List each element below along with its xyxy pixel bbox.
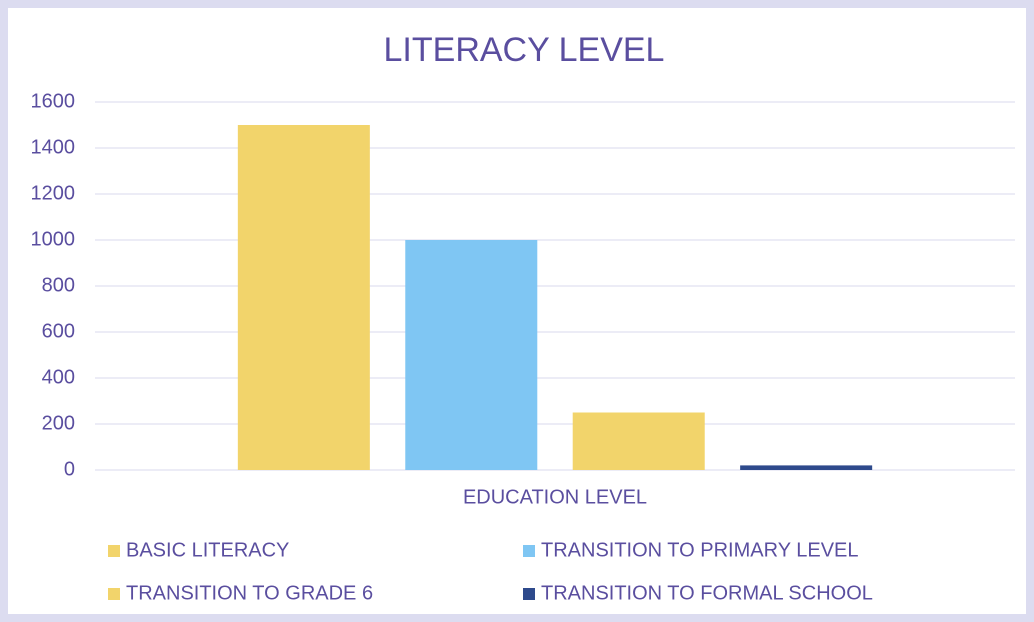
legend-swatch [523,545,535,557]
legend-label: BASIC LITERACY [126,539,289,561]
bar [572,412,705,470]
bar [740,465,873,470]
y-tick-label: 1000 [31,228,76,250]
bar [237,125,370,470]
y-tick-label: 0 [64,458,75,480]
y-tick-label: 600 [42,320,75,342]
y-tick-label: 1600 [31,90,76,112]
chart-title: LITERACY LEVEL [384,31,665,69]
legend-swatch [108,545,120,557]
y-tick-label: 200 [42,412,75,434]
legend-label: TRANSITION TO FORMAL SCHOOL [541,582,873,604]
x-axis-label: EDUCATION LEVEL [463,486,647,508]
y-tick-label: 400 [42,366,75,388]
legend-swatch [523,588,535,600]
legend-label: TRANSITION TO PRIMARY LEVEL [541,539,859,561]
y-tick-label: 800 [42,274,75,296]
bar [405,240,538,470]
legend-swatch [108,588,120,600]
y-tick-label: 1200 [31,182,76,204]
legend-label: TRANSITION TO GRADE 6 [126,582,373,604]
y-tick-label: 1400 [31,136,76,158]
